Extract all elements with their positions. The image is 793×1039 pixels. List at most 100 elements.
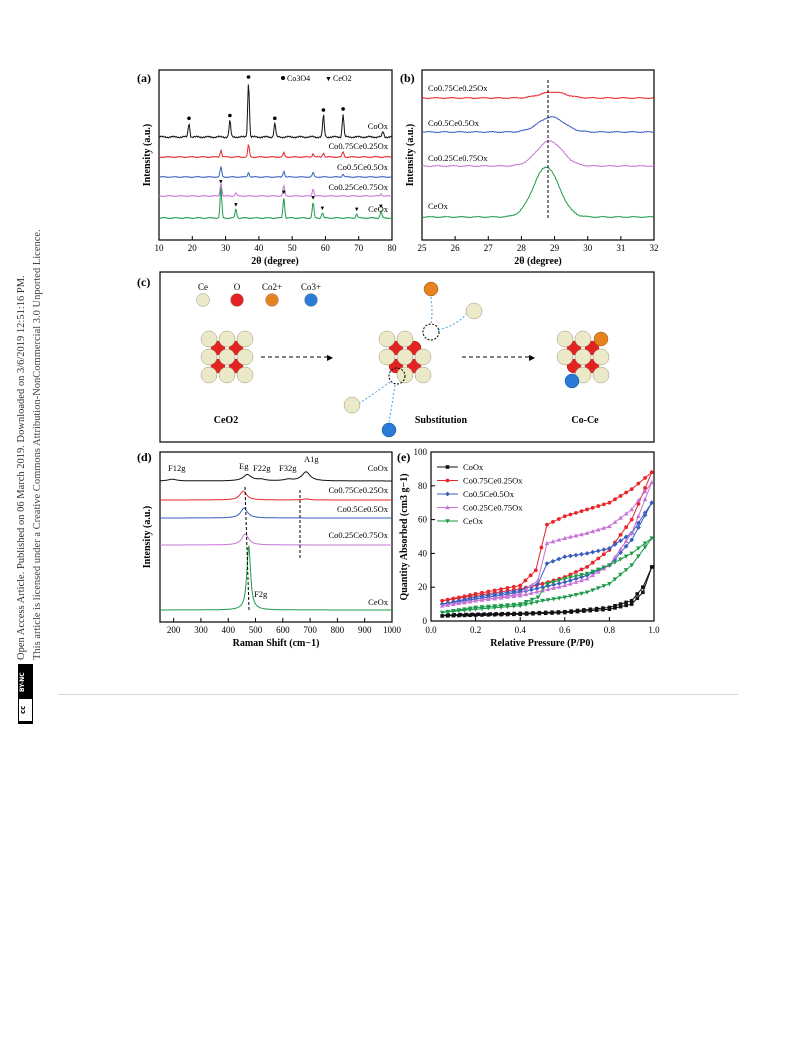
data-point bbox=[623, 534, 629, 540]
panel-a: (a) Co3O4 ▼ CeO2 ▼▼▼▼▼ ▼ ▼ CoOxCo0.75Ce0.2… bbox=[137, 69, 397, 267]
data-point bbox=[467, 596, 473, 601]
data-point bbox=[467, 606, 473, 611]
legend-co3-: Co3+ bbox=[301, 282, 321, 292]
data-point bbox=[445, 519, 450, 524]
data-point bbox=[624, 525, 629, 530]
lattice-cluster bbox=[200, 330, 254, 384]
data-point bbox=[556, 596, 562, 601]
panel-d-label: (d) bbox=[137, 450, 152, 464]
x-tick-label: 900 bbox=[358, 625, 372, 635]
legend-co0-75ce0-25ox: Co0.75Ce0.25Ox bbox=[463, 476, 523, 486]
ce-atom bbox=[236, 330, 254, 348]
data-point bbox=[550, 580, 556, 585]
data-point bbox=[624, 603, 628, 608]
data-point bbox=[462, 607, 467, 612]
data-point bbox=[636, 481, 641, 486]
ce-atom bbox=[396, 330, 414, 348]
data-point bbox=[539, 545, 544, 550]
xrd-curve-coox bbox=[158, 84, 393, 139]
data-point bbox=[511, 592, 517, 597]
data-point bbox=[488, 612, 492, 616]
x-tick-label: 20 bbox=[188, 243, 198, 253]
panel-c: (c) Ce O Co2+ Co3+ ▶ ▶ CeO2 Substitution Co-C… bbox=[137, 271, 655, 443]
data-point bbox=[607, 582, 612, 587]
y-tick-label: 0 bbox=[423, 616, 428, 626]
xrd-zoom-curve-co0-25ce0-75ox bbox=[421, 139, 655, 168]
data-point bbox=[623, 511, 629, 516]
co3o4-peak-marker bbox=[246, 75, 251, 79]
ce-atom-expelled bbox=[465, 302, 483, 320]
data-point bbox=[535, 581, 541, 587]
data-point bbox=[613, 603, 617, 608]
data-point bbox=[568, 594, 573, 599]
cc-by-nc-badge[interactable]: BY-NC cc bbox=[18, 664, 33, 724]
panel-d: (d) F12g Eg F22g F32g A1g F2g CoOx Co0.75Ce0.2… bbox=[137, 450, 402, 649]
ceo2-peak-marker: ▼ bbox=[281, 190, 287, 196]
data-point bbox=[568, 534, 573, 539]
data-point bbox=[588, 607, 593, 612]
x-tick-label: 40 bbox=[254, 243, 264, 253]
x-tick-label: 31 bbox=[616, 243, 625, 253]
data-point bbox=[590, 549, 596, 555]
data-point bbox=[529, 590, 534, 595]
data-point bbox=[473, 594, 478, 600]
data-point bbox=[582, 608, 586, 612]
panel-a-label: (a) bbox=[137, 71, 151, 85]
data-point bbox=[473, 605, 478, 610]
panel-d-sample-labels: CoOx Co0.75Ce0.25Ox Co0.5Ce0.5Ox Co0.25Ce0.… bbox=[329, 463, 389, 607]
data-point bbox=[567, 553, 573, 559]
data-point bbox=[482, 612, 486, 616]
data-point bbox=[590, 588, 595, 593]
x-tick-label: 0.2 bbox=[470, 625, 481, 635]
ce-atom bbox=[378, 330, 396, 348]
x-tick-label: 70 bbox=[354, 243, 364, 253]
data-point bbox=[612, 560, 618, 565]
data-point bbox=[456, 608, 462, 613]
label-co0-25ce0-75ox: Co0.25Ce0.75Ox bbox=[329, 182, 389, 192]
ceo2-peak-marker: ▼ bbox=[218, 180, 224, 186]
label-co0-5ce0-5ox: Co0.5Ce0.5Ox bbox=[337, 162, 389, 172]
mode-f32g: F32g bbox=[279, 463, 297, 473]
data-point bbox=[642, 496, 648, 502]
panel-b: (b) Co0.75Ce0.25Ox Co0.5Ce0.5Ox Co0.25Ce0.… bbox=[400, 69, 659, 267]
panel-d-ylabel: Intensity (a.u.) bbox=[142, 506, 153, 569]
o-sphere-icon bbox=[230, 293, 244, 307]
data-point bbox=[573, 576, 579, 582]
data-point bbox=[537, 610, 542, 615]
raman-curve-co0-25ce0-75ox bbox=[160, 533, 392, 546]
legend-co0-25ce0-75ox: Co0.25Ce0.75Ox bbox=[463, 503, 523, 513]
data-point bbox=[607, 523, 612, 529]
x-tick-label: 700 bbox=[303, 625, 317, 635]
data-point bbox=[629, 602, 634, 606]
data-point bbox=[618, 546, 623, 551]
panel-c-captions: CeO2 Substitution Co-Ce bbox=[214, 415, 599, 426]
legend-co3o4: Co3O4 bbox=[287, 74, 310, 83]
x-tick-label: 0.6 bbox=[559, 625, 571, 635]
data-point bbox=[612, 577, 618, 582]
data-point bbox=[612, 554, 618, 560]
panel-a-curves: ▼▼▼▼▼ ▼ ▼ bbox=[158, 75, 393, 220]
co3-sphere-icon bbox=[304, 293, 318, 307]
label-co0-5ce0-5ox: Co0.5Ce0.5Ox bbox=[337, 504, 389, 514]
panel-a-ylabel: Intensity (a.u.) bbox=[142, 124, 153, 187]
data-point bbox=[629, 598, 634, 603]
data-point bbox=[534, 586, 540, 591]
data-point bbox=[618, 532, 623, 537]
xrd-zoom-curve-ceox bbox=[421, 166, 655, 219]
raman-curve-co0-75ce0-25ox bbox=[160, 490, 392, 501]
data-point bbox=[601, 525, 607, 530]
data-point bbox=[518, 611, 522, 616]
data-point bbox=[636, 513, 641, 519]
data-point bbox=[556, 556, 562, 562]
caption-co-ce: Co-Ce bbox=[571, 415, 599, 426]
ce-atom bbox=[414, 348, 432, 366]
data-point bbox=[480, 590, 484, 595]
ce-atom bbox=[396, 348, 414, 366]
data-point bbox=[601, 552, 606, 557]
data-point bbox=[629, 530, 634, 535]
label-co0-25ce0-75ox: Co0.25Ce0.75Ox bbox=[329, 530, 389, 540]
co3-ion bbox=[381, 422, 397, 438]
x-tick-label: 28 bbox=[517, 243, 527, 253]
data-point bbox=[458, 612, 462, 617]
